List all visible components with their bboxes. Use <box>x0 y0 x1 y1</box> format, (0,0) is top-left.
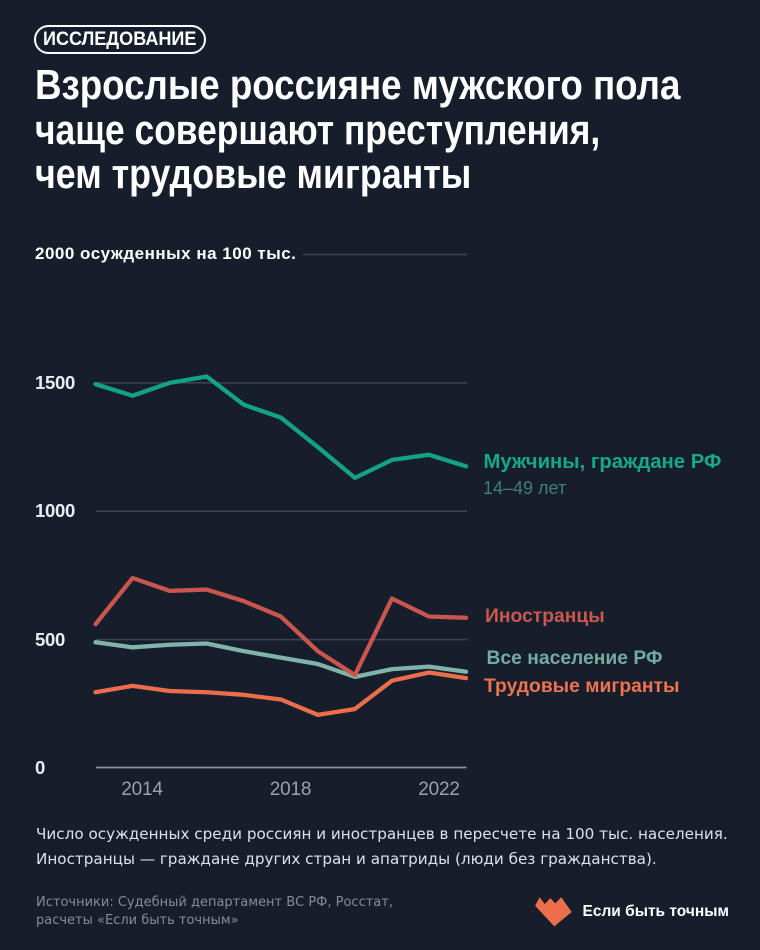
y-tick-label-0: 0 <box>35 757 45 778</box>
heart-shape <box>534 897 572 927</box>
research-badge: ИССЛЕДОВАНИЕ <box>34 25 206 54</box>
y-axis-unit-label: 2000 осужденных на 100 тыс. <box>35 243 297 263</box>
line-men-rf <box>93 374 469 481</box>
legend-men-rf-sublabel: 14–49 лет <box>483 478 567 498</box>
footnote-line-2: Иностранцы — граждане других стран и апа… <box>36 849 657 868</box>
page-title: Взрослые россияне мужского пола чаще сов… <box>35 61 760 198</box>
footnote: Число осужденных среди россиян и иностра… <box>36 822 746 871</box>
research-badge-label: ИССЛЕДОВАНИЕ <box>43 28 197 50</box>
brand-logo-label: Если быть точным <box>582 903 729 920</box>
sources-line-2: расчеты «Если быть точным» <box>36 912 239 928</box>
sources-line-1: Источники: Судебный департамент ВС РФ, Р… <box>36 894 393 910</box>
line-foreigners <box>93 575 469 678</box>
x-tick-label-2014: 2014 <box>121 778 163 800</box>
title-line-2: чаще совершают преступления, <box>35 105 601 153</box>
series-lines <box>93 374 469 718</box>
tochno-heart-icon <box>534 897 572 927</box>
legend-foreigners: Иностранцы <box>485 606 605 627</box>
y-tick-label-500: 500 <box>35 628 65 650</box>
gridlines <box>96 253 467 641</box>
footnote-line-1: Число осужденных среди россиян и иностра… <box>36 825 728 843</box>
brand-logo: Если быть точным <box>534 897 729 927</box>
title-line-1: Взрослые россияне мужского пола <box>35 61 681 109</box>
sources: Источники: Судебный департамент ВС РФ, Р… <box>36 894 456 930</box>
title-line-3: чем трудовые мигранты <box>35 150 472 198</box>
y-tick-label-1500: 1500 <box>35 371 75 393</box>
legend-all-population: Все население РФ <box>486 647 663 669</box>
x-tick-label-2018: 2018 <box>269 778 312 800</box>
legend-labor-migrants: Трудовые мигранты <box>484 676 680 697</box>
legend-men-rf: Мужчины, граждане РФ <box>483 451 722 473</box>
line-labor-migrants <box>93 670 469 718</box>
line-all-population <box>93 640 469 680</box>
y-tick-label-1000: 1000 <box>35 500 75 522</box>
x-tick-label-2022: 2022 <box>418 778 460 800</box>
